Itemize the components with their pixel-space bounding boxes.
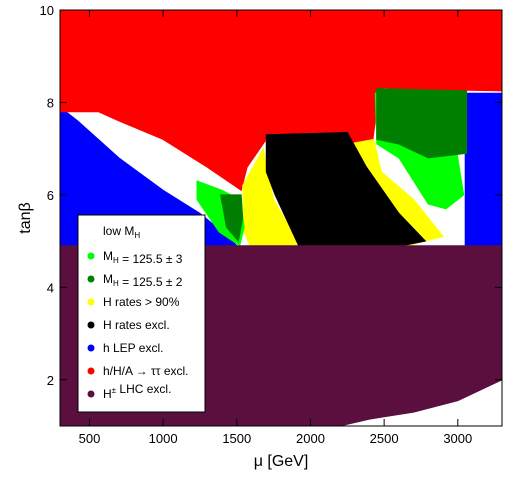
y-tick-label: 8 [47,95,54,110]
y-axis-title: tanβ [17,202,34,233]
x-tick-label: 1000 [149,431,178,446]
x-tick-label: 2000 [296,431,325,446]
legend: low MH MH = 125.5 ± 3 MH = 125.5 ± 2 H rate… [77,214,206,413]
region-4-1 [376,88,468,159]
legend-entry-green-2: MH = 125.5 ± 2 [103,272,183,289]
legend-entry-tautau: h/H/A → ττ excl. [103,364,189,378]
legend-box [77,214,206,413]
y-tick-label: 4 [47,280,54,295]
x-tick-label: 3000 [443,431,472,446]
x-tick-label: 2500 [370,431,399,446]
axis-ticks: 500 1000 1500 2000 2500 3000 2 4 6 8 10 [40,3,502,446]
y-tick-label: 2 [47,373,54,388]
x-tick-label: 1500 [222,431,251,446]
region-4-0 [220,194,244,243]
legend-marker-h-rates-excl [87,321,95,329]
legend-entry-green-3: MH = 125.5 ± 3 [103,249,183,266]
y-tick-label: 6 [47,188,54,203]
legend-marker-lep [87,344,95,352]
region-0-1 [464,92,502,247]
legend-title: low MH [103,224,140,240]
legend-marker-tautau [87,367,95,375]
legend-marker-h-rates [87,298,95,306]
legend-entry-lhc: H± LHC excl. [103,382,171,401]
legend-marker-lhc [87,390,95,398]
region-1-0 [60,10,502,192]
legend-marker-green-3 [87,252,95,260]
legend-entry-lep: h LEP excl. [103,341,163,355]
legend-entry-h-rates: H rates > 90% [103,295,180,309]
plot-frame [59,9,503,427]
legend-marker-green-2 [87,275,95,283]
x-tick-label: 500 [79,431,101,446]
legend-entry-h-rates-excl: H rates excl. [103,318,170,332]
y-tick-label: 10 [40,3,54,18]
x-axis-title: μ [GeV] [254,453,309,470]
region-5-0 [265,131,427,247]
